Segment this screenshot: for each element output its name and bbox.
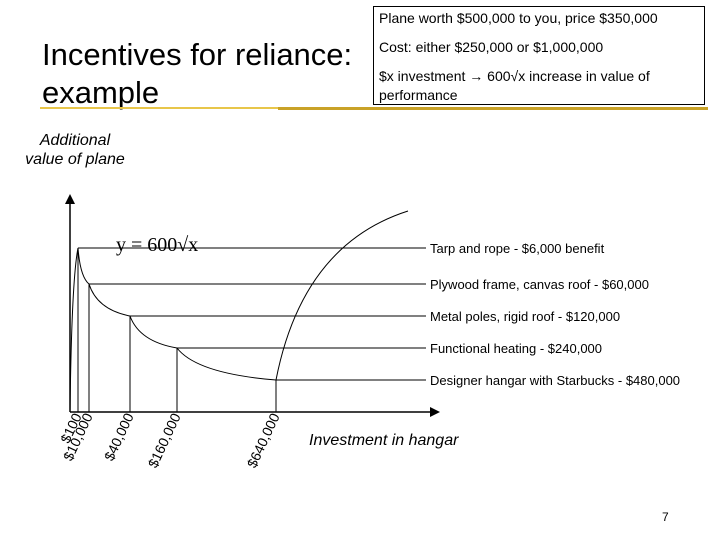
level-label: Designer hangar with Starbucks - $480,00… (430, 373, 680, 388)
note-performance: performance (379, 87, 458, 103)
y-axis-label: Additional value of plane (25, 132, 125, 168)
note-plane-worth: Plane worth $500,000 to you, price $350,… (379, 10, 658, 26)
note-investment: $x investment → 600√x increase in value … (379, 68, 650, 84)
assumptions-box: Plane worth $500,000 to you, price $350,… (373, 6, 705, 105)
title-line-1: Incentives for reliance: (42, 37, 353, 72)
title-rule-right (278, 107, 708, 110)
level-label: Functional heating - $240,000 (430, 341, 602, 356)
x-axis-label: Investment in hangar (309, 432, 459, 449)
value-curve (69, 210, 409, 413)
title-rule-left (40, 107, 278, 109)
x-tick-label: $640,000 (244, 410, 283, 470)
page-number: 7 (662, 510, 669, 524)
formula-label: y = 600√x (116, 234, 198, 256)
title-line-2: example (42, 75, 160, 110)
level-label: Plywood frame, canvas roof - $60,000 (430, 277, 649, 292)
x-tick-label: $40,000 (101, 410, 137, 463)
note-cost: Cost: either $250,000 or $1,000,000 (379, 39, 604, 55)
level-label: Metal poles, rigid roof - $120,000 (430, 309, 620, 324)
level-label: Tarp and rope - $6,000 benefit (430, 241, 605, 256)
x-tick-label: $160,000 (145, 410, 184, 470)
slide-title: Incentives for reliance: example (42, 36, 372, 112)
